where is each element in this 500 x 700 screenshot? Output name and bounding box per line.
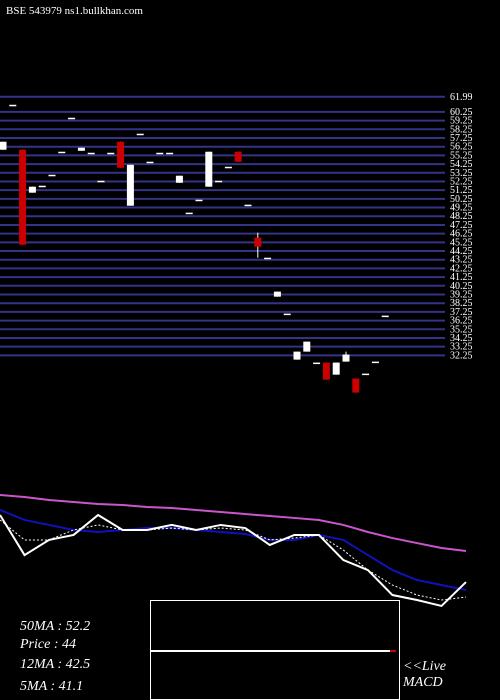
candle-body xyxy=(273,291,281,297)
y-tick-label: 44.25 xyxy=(450,246,473,257)
candle-body xyxy=(234,151,242,162)
ma-line xyxy=(0,513,467,608)
y-tick-label: 50.25 xyxy=(450,194,473,205)
price-label: Price : 44 xyxy=(19,637,76,652)
candle-body xyxy=(371,361,379,364)
y-tick-label: 41.25 xyxy=(450,272,473,283)
candle-body xyxy=(0,141,7,150)
ma12-label: 12MA : 42.5 xyxy=(20,657,90,672)
y-tick-label: 46.25 xyxy=(450,229,473,240)
y-tick-label: 32.25 xyxy=(450,350,473,361)
candle-body xyxy=(146,161,154,164)
y-tick-label: 37.25 xyxy=(450,307,473,318)
candle-body xyxy=(48,174,56,177)
y-tick-label: 55.25 xyxy=(450,150,473,161)
candle-body xyxy=(362,373,370,376)
candle-body xyxy=(117,141,125,168)
candle-body xyxy=(136,133,144,136)
y-tick-label: 54.25 xyxy=(450,159,473,170)
y-tick-label: 52.25 xyxy=(450,176,473,187)
candle-body xyxy=(185,212,193,215)
candle-body xyxy=(19,149,27,245)
y-tick-label: 35.25 xyxy=(450,324,473,335)
y-tick-label: 43.25 xyxy=(450,255,473,266)
candle-body xyxy=(303,341,311,352)
y-tick-label: 61.99 xyxy=(450,92,473,103)
y-tick-label: 53.25 xyxy=(450,168,473,179)
y-tick-label: 47.25 xyxy=(450,220,473,231)
candle-body xyxy=(215,180,223,183)
candle-body xyxy=(205,151,213,187)
candle-body xyxy=(38,185,46,188)
y-tick-label: 39.25 xyxy=(450,289,473,300)
candle-body xyxy=(28,186,36,193)
candle-body xyxy=(244,204,252,207)
candle-body xyxy=(107,152,115,155)
ma5-label: 5MA : 41.1 xyxy=(20,679,83,694)
y-tick-label: 48.25 xyxy=(450,211,473,222)
macd-live: <<Live xyxy=(403,659,446,674)
candle-body xyxy=(195,199,203,202)
candle-body xyxy=(264,257,272,260)
candle-body xyxy=(224,166,232,169)
y-tick-label: 56.25 xyxy=(450,142,473,153)
y-tick-label: 45.25 xyxy=(450,237,473,248)
candle-body xyxy=(283,313,291,316)
candle-body xyxy=(77,147,85,151)
chart-title: BSE 543979 ns1.bullkhan.com xyxy=(6,5,143,17)
candle-body xyxy=(166,152,174,155)
candle-body xyxy=(58,151,66,154)
candle-body xyxy=(381,315,389,318)
candle-body xyxy=(175,175,183,183)
candle-body xyxy=(322,362,330,380)
candle-body xyxy=(332,362,340,375)
y-tick-label: 51.25 xyxy=(450,185,473,196)
y-tick-label: 36.25 xyxy=(450,316,473,327)
candle-body xyxy=(293,351,301,360)
candle-body xyxy=(68,117,76,120)
y-tick-label: 38.25 xyxy=(450,298,473,309)
y-tick-label: 59.25 xyxy=(450,116,473,127)
candle-body xyxy=(87,152,95,155)
candle-body xyxy=(254,237,262,247)
candle-body xyxy=(97,180,105,183)
y-tick-label: 42.25 xyxy=(450,263,473,274)
y-tick-label: 60.25 xyxy=(450,107,473,118)
y-tick-label: 58.25 xyxy=(450,124,473,135)
ma-line xyxy=(0,493,467,553)
candle-body xyxy=(156,152,164,155)
ma50-label: 50MA : 52.2 xyxy=(20,619,90,634)
candle-body xyxy=(9,104,17,107)
candle-body xyxy=(352,378,360,393)
y-tick-label: 49.25 xyxy=(450,203,473,214)
macd-label: MACD xyxy=(402,675,443,690)
y-tick-label: 40.25 xyxy=(450,281,473,292)
candle-body xyxy=(313,362,321,365)
candle-body xyxy=(126,164,134,206)
y-tick-label: 57.25 xyxy=(450,133,473,144)
y-tick-label: 34.25 xyxy=(450,333,473,344)
ma-line xyxy=(0,509,467,592)
y-tick-label: 33.25 xyxy=(450,342,473,353)
candle-body xyxy=(342,354,350,362)
